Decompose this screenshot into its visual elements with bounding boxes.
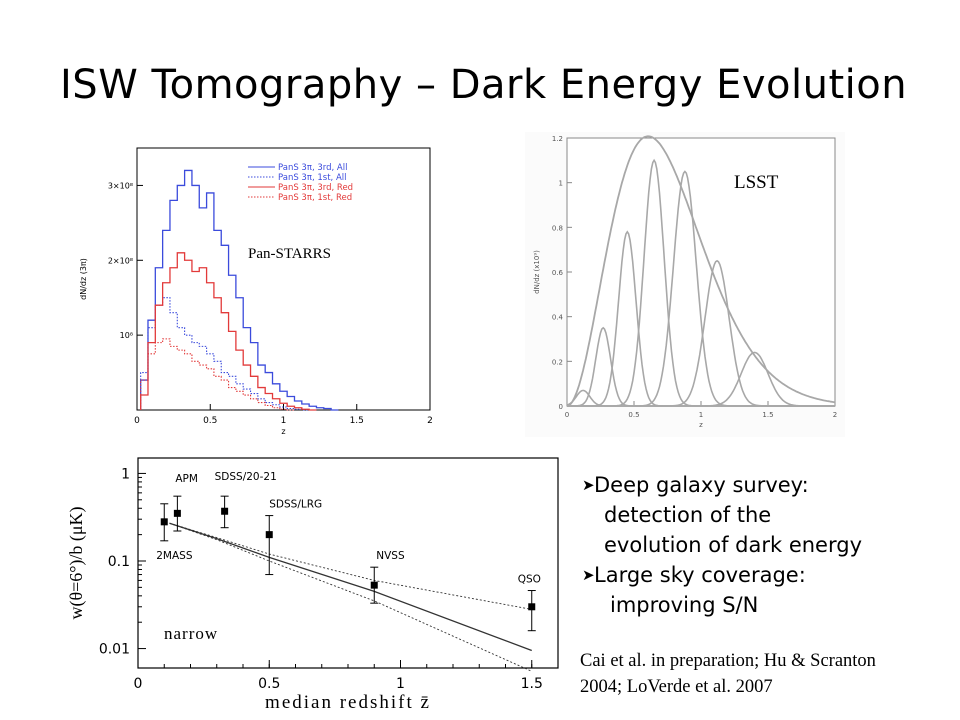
arrow-bullet-icon: ➤ xyxy=(582,476,595,494)
bullet-head: Deep galaxy survey: xyxy=(594,473,809,497)
bullet-line: evolution of dark energy xyxy=(604,533,862,557)
histogram-series xyxy=(140,169,339,411)
annotation: narrow xyxy=(164,624,218,643)
histogram-series xyxy=(140,297,310,411)
x-tick-label: 0 xyxy=(134,416,140,426)
y-tick-label: 0.6 xyxy=(552,269,564,277)
point-label: 2MASS xyxy=(156,550,193,562)
y-tick-label: 1 xyxy=(121,466,130,482)
y-tick-label: 0.4 xyxy=(552,314,564,322)
point-label: SDSS/LRG xyxy=(269,499,322,511)
panstarrs-plot-frame xyxy=(136,147,431,411)
panel-label: LSST xyxy=(734,172,779,193)
y-axis-label: dN/dz (x10⁹) xyxy=(533,250,541,294)
point-label: NVSS xyxy=(376,550,405,562)
legend-label: PanS 3π, 1st, All xyxy=(278,173,346,183)
x-tick-label: 1 xyxy=(396,676,405,692)
bullet-line: improving S/N xyxy=(610,593,759,617)
y-axis-label: w(θ=6°)/b (μK) xyxy=(66,506,87,619)
model-lower-line xyxy=(169,522,532,672)
x-tick-label: 0 xyxy=(565,411,569,419)
legend-label: PanS 3π, 1st, Red xyxy=(278,193,352,203)
y-tick-label: 0.8 xyxy=(552,224,563,232)
citation-line: Cai et al. in preparation; Hu & Scranton xyxy=(580,651,876,671)
legend-label: PanS 3π, 3rd, Red xyxy=(278,183,353,193)
bullet-list: ➤ Deep galaxy survey: detection of the ev… xyxy=(582,470,862,620)
x-tick-label: 0 xyxy=(134,676,143,692)
y-tick-label: 0.01 xyxy=(99,642,130,658)
data-point xyxy=(221,507,229,515)
x-tick-label: 2 xyxy=(833,411,837,419)
y-tick-label: 3×10⁸ xyxy=(108,181,133,190)
y-tick-label: 10⁸ xyxy=(120,331,133,340)
x-tick-label: 0.5 xyxy=(203,416,217,426)
x-tick-label: 1.5 xyxy=(350,416,364,426)
data-point xyxy=(528,603,536,611)
x-tick-label: 1 xyxy=(699,411,703,419)
bin-curve xyxy=(567,351,835,407)
bullet-item: ➤ Deep galaxy survey: xyxy=(582,470,862,500)
slide-title: ISW Tomography – Dark Energy Evolution xyxy=(60,62,908,108)
lsst-chart: 0 0.5 1 1.5 2 z 0 0.2 0.4 0.6 0.8 1 1.2 dN/dz (x10⁹) L… xyxy=(525,132,845,437)
x-tick-label: 2 xyxy=(427,416,433,426)
legend-label: PanS 3π, 3rd, All xyxy=(278,163,347,173)
isw-chart: 0 0.5 1 1.5 median redshift z̄ 0.01 0.1 1 w(θ=6°… xyxy=(66,457,559,713)
panel-label: Pan-STARRS xyxy=(248,246,331,262)
x-tick-label: 0.5 xyxy=(258,676,280,692)
lsst-plot-frame xyxy=(566,137,836,407)
point-label: QSO xyxy=(518,574,541,586)
y-tick-label: 1.2 xyxy=(552,135,563,143)
bullet-line: detection of the xyxy=(604,503,772,527)
histogram-series xyxy=(140,338,295,411)
data-point xyxy=(173,509,181,517)
y-tick-label: 0 xyxy=(559,403,563,411)
total-curve xyxy=(566,135,836,407)
data-point xyxy=(370,581,378,589)
y-tick-label: 2×10⁸ xyxy=(108,256,133,265)
bullet-head: Large sky coverage: xyxy=(594,563,806,587)
x-tick-label: 1.5 xyxy=(521,676,543,692)
data-point xyxy=(160,518,168,526)
bullet-item: ➤ Large sky coverage: xyxy=(582,560,862,590)
x-tick-label: 0.5 xyxy=(628,411,639,419)
arrow-bullet-icon: ➤ xyxy=(582,566,595,584)
point-label: SDSS/20-21 xyxy=(215,471,277,483)
y-axis-label: dN/dz (3π) xyxy=(79,258,88,300)
x-tick-label: 1 xyxy=(281,416,287,426)
y-tick-label: 1 xyxy=(559,180,563,188)
data-point xyxy=(265,531,273,539)
histogram-series xyxy=(140,252,317,411)
x-tick-label: 1.5 xyxy=(762,411,773,419)
x-axis-label: median redshift z̄ xyxy=(265,692,431,713)
panstarrs-chart: 0 0.5 1 1.5 2 z 10⁸ 2×10⁸ 3×10⁸ dN/dz (3π) PanS 3π… xyxy=(79,147,433,436)
y-tick-label: 0.2 xyxy=(552,358,563,366)
citation-line: 2004; LoVerde et al. 2007 xyxy=(580,677,773,697)
citation: Cai et al. in preparation; Hu & Scranton… xyxy=(580,648,876,700)
y-tick-label: 0.1 xyxy=(108,554,130,570)
x-axis-label: z xyxy=(699,421,703,429)
point-label: APM xyxy=(175,473,198,485)
x-axis-label: z xyxy=(281,427,285,436)
